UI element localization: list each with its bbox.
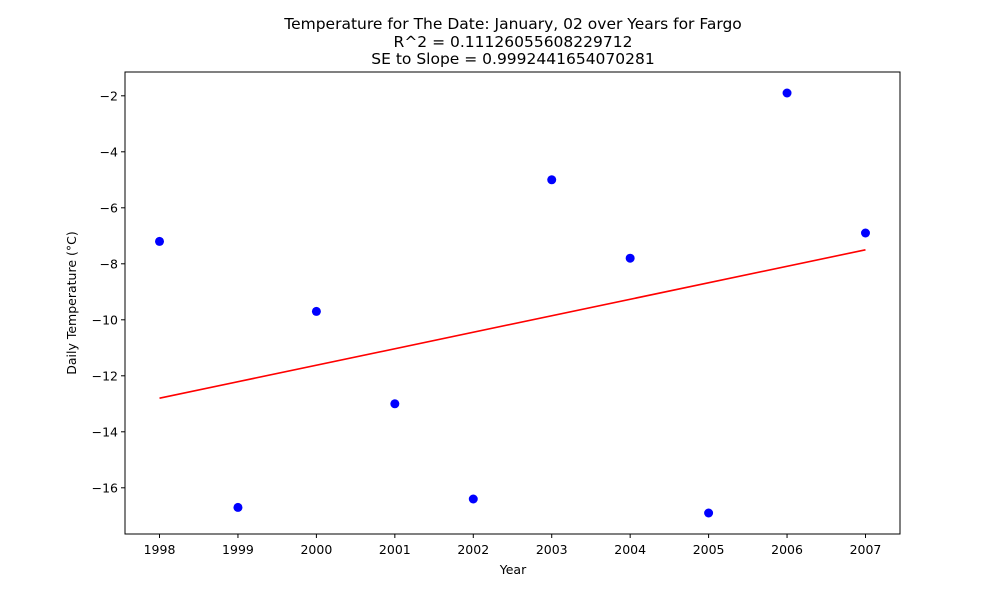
y-tick-label: −6 — [100, 200, 118, 215]
trend-line — [159, 249, 866, 399]
x-tick-label: 2007 — [850, 542, 882, 557]
y-tick-label: −8 — [100, 256, 118, 271]
x-tick-label: 2003 — [536, 542, 568, 557]
y-tick-label: −12 — [92, 368, 118, 383]
y-tick-label: −14 — [92, 424, 118, 439]
data-point — [311, 306, 321, 316]
x-axis-label: Year — [499, 562, 527, 577]
plot-area: 1998 1999 2000 2001 2002 2003 2004 2005 2006 2007… — [92, 88, 882, 557]
data-point — [704, 508, 714, 518]
plot-frame — [124, 71, 901, 535]
y-axis-label: Daily Temperature (°C) — [64, 231, 79, 375]
chart-title-line-2: R^2 = 0.11126055608229712 — [394, 33, 633, 51]
x-tick-label: 1998 — [144, 542, 176, 557]
x-tick-label: 2006 — [771, 542, 803, 557]
data-point — [860, 228, 870, 238]
x-tick-label: 2004 — [614, 542, 646, 557]
y-tick-label: −2 — [100, 88, 118, 103]
x-tick-label: 1999 — [222, 542, 254, 557]
data-point — [625, 253, 635, 263]
data-point — [782, 88, 792, 98]
y-tick-label: −16 — [92, 480, 118, 495]
chart-title-line-3: SE to Slope = 0.9992441654070281 — [371, 50, 654, 68]
data-point — [390, 399, 400, 409]
x-tick-label: 2000 — [300, 542, 332, 557]
data-point — [233, 502, 243, 512]
y-tick-label: −10 — [92, 312, 118, 327]
x-tick-label: 2002 — [457, 542, 489, 557]
data-point — [468, 494, 478, 504]
data-point — [155, 236, 165, 246]
data-point — [547, 175, 557, 185]
y-tick-label: −4 — [100, 144, 118, 159]
x-tick-label: 2001 — [379, 542, 411, 557]
chart-title-line-1: Temperature for The Date: January, 02 ov… — [283, 15, 742, 33]
x-tick-label: 2005 — [693, 542, 725, 557]
